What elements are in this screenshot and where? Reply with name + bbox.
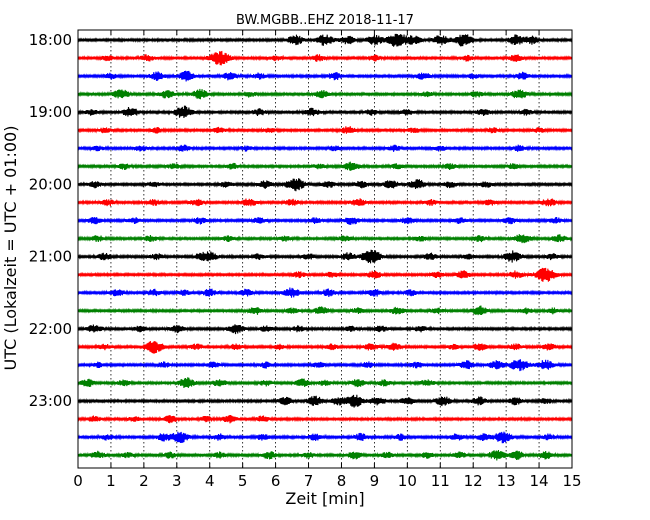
trace-2000 — [77, 178, 573, 192]
y-tick-label: 23:00 — [29, 392, 72, 410]
x-tick-label: 15 — [562, 472, 581, 490]
x-tick-label: 9 — [370, 472, 380, 490]
y-axis: 18:00 19:00 20:00 21:00 22:00 23:00 — [29, 31, 572, 410]
y-tick-label: 20:00 — [29, 175, 72, 193]
x-tick-label: 14 — [530, 472, 549, 490]
x-tick-label: 6 — [271, 472, 281, 490]
x-tick-label: 11 — [431, 472, 450, 490]
x-tick-label: 7 — [304, 472, 314, 490]
x-tick-label: 8 — [337, 472, 347, 490]
vertical-gridlines — [110, 30, 540, 468]
plot-frame — [77, 29, 573, 469]
seismic-traces — [77, 33, 573, 461]
x-tick-label: 0 — [73, 472, 83, 490]
chart-title: BW.MGBB..EHZ 2018-11-17 — [236, 13, 414, 28]
y-axis-label: UTC (Lokalzeit = UTC + 01:00) — [1, 126, 20, 371]
x-tick-label: 12 — [464, 472, 483, 490]
x-axis-label: Zeit [min] — [285, 489, 364, 508]
trace-2230 — [77, 359, 573, 372]
y-tick-label: 21:00 — [29, 248, 72, 266]
y-tick-label: 22:00 — [29, 320, 72, 338]
y-tick-label: 18:00 — [29, 31, 72, 49]
x-tick-label: 4 — [205, 472, 215, 490]
x-tick-label: 3 — [172, 472, 182, 490]
x-tick-label: 1 — [106, 472, 116, 490]
y-tick-label: 19:00 — [29, 103, 72, 121]
trace-2330 — [77, 431, 573, 444]
x-tick-label: 13 — [497, 472, 516, 490]
x-tick-label: 5 — [238, 472, 248, 490]
x-axis: 0 1 2 3 4 5 6 7 8 9 10 11 12 13 14 15 — [73, 30, 582, 490]
x-tick-label: 10 — [398, 472, 417, 490]
x-tick-label: 2 — [139, 472, 149, 490]
